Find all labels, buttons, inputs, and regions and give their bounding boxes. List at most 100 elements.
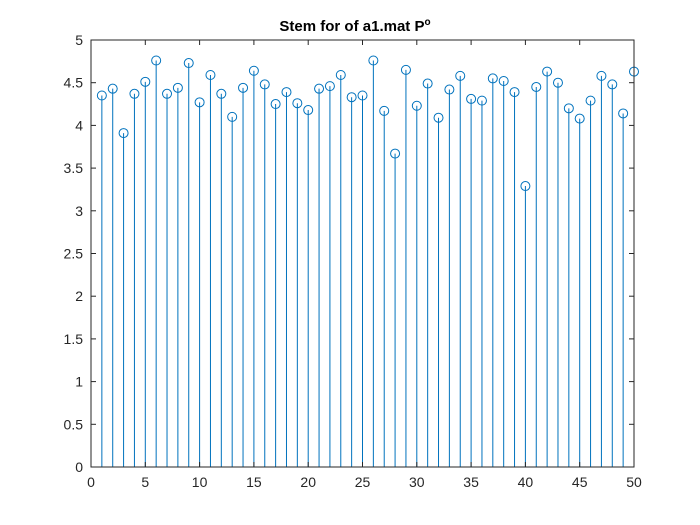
stem-marker [444, 84, 455, 95]
stem-marker [324, 81, 335, 92]
stem-32 [433, 112, 444, 467]
y-tick-label: 3 [75, 203, 83, 219]
y-tick-label: 1 [75, 374, 83, 390]
stem-marker [259, 79, 270, 90]
stem-marker [248, 65, 259, 76]
x-tick-label: 30 [409, 474, 425, 490]
stem-19 [292, 98, 303, 467]
stem-13 [227, 111, 238, 467]
stem-marker [183, 58, 194, 69]
stem-marker [563, 103, 574, 114]
stem-48 [607, 79, 618, 467]
stem-marker [390, 148, 401, 159]
stem-marker [335, 70, 346, 81]
stem-marker [607, 79, 618, 90]
stem-marker [498, 75, 509, 86]
stem-marker [585, 95, 596, 106]
stem-27 [379, 105, 390, 467]
stem-14 [238, 82, 249, 467]
stem-34 [455, 70, 466, 467]
stem-marker [205, 70, 216, 81]
y-tick-label: 0.5 [64, 416, 84, 432]
stem-marker [596, 70, 607, 81]
stem-marker [172, 82, 183, 93]
stem-6 [151, 55, 162, 467]
stem-marker [422, 78, 433, 89]
stem-44 [563, 103, 574, 467]
x-tick-label: 15 [246, 474, 262, 490]
stem-39 [509, 87, 520, 467]
stem-35 [466, 93, 477, 467]
stem-marker [400, 64, 411, 75]
stem-31 [422, 78, 433, 467]
stem-24 [346, 92, 357, 467]
chart-title: Stem for of a1.mat Po [279, 17, 430, 35]
stem-marker [118, 128, 129, 139]
stem-16 [259, 79, 270, 467]
stem-marker [129, 88, 140, 99]
x-tick-label: 35 [463, 474, 479, 490]
stem-marker [433, 112, 444, 123]
stem-marker [368, 55, 379, 66]
stem-4 [129, 88, 140, 467]
stem-17 [270, 99, 281, 467]
x-tick-label: 50 [626, 474, 642, 490]
x-tick-label: 20 [300, 474, 316, 490]
stem-30 [411, 100, 422, 467]
axes-layer [90, 39, 635, 468]
stem-7 [162, 88, 173, 467]
stems-layer [96, 55, 639, 467]
stem-23 [335, 70, 346, 467]
stem-marker [509, 87, 520, 98]
stem-37 [487, 73, 498, 467]
stem-marker [140, 76, 151, 87]
y-tick-label: 3.5 [64, 160, 84, 176]
stem-marker [487, 73, 498, 84]
stem-1 [96, 90, 107, 467]
stem-42 [542, 66, 553, 467]
stem-marker [357, 90, 368, 101]
stem-3 [118, 128, 129, 467]
stem-marker [531, 81, 542, 92]
stem-marker [270, 99, 281, 110]
stem-marker [411, 100, 422, 111]
stem-2 [107, 83, 118, 467]
stem-33 [444, 84, 455, 467]
stem-marker [618, 108, 629, 119]
y-tick-label: 2.5 [64, 246, 84, 262]
stem-49 [618, 108, 629, 467]
chart-title-text: Stem for of a1.mat P [279, 18, 424, 35]
x-tick-label: 45 [572, 474, 588, 490]
stem-marker [227, 111, 238, 122]
y-tick-label: 5 [75, 32, 83, 48]
y-tick-label: 1.5 [64, 331, 84, 347]
stem-11 [205, 70, 216, 467]
stem-marker [346, 92, 357, 103]
stem-46 [585, 95, 596, 467]
stem-40 [520, 181, 531, 467]
stem-29 [400, 64, 411, 467]
stem-20 [303, 105, 314, 467]
y-tick-label: 4.5 [64, 75, 84, 91]
stem-marker [379, 105, 390, 116]
stem-marker [574, 113, 585, 124]
stem-marker [303, 105, 314, 116]
stem-5 [140, 76, 151, 467]
x-tick-label: 40 [518, 474, 534, 490]
stem-26 [368, 55, 379, 467]
stem-marker [151, 55, 162, 66]
stem-43 [552, 77, 563, 467]
stem-9 [183, 58, 194, 467]
stem-marker [107, 83, 118, 94]
stem-marker [542, 66, 553, 77]
stem-marker [292, 98, 303, 109]
stem-marker [238, 82, 249, 93]
chart-title-superscript: o [424, 17, 430, 28]
stem-marker [216, 88, 227, 99]
x-tick-label: 0 [87, 474, 95, 490]
stem-22 [324, 81, 335, 467]
x-tick-label: 25 [355, 474, 371, 490]
stem-marker [466, 93, 477, 104]
